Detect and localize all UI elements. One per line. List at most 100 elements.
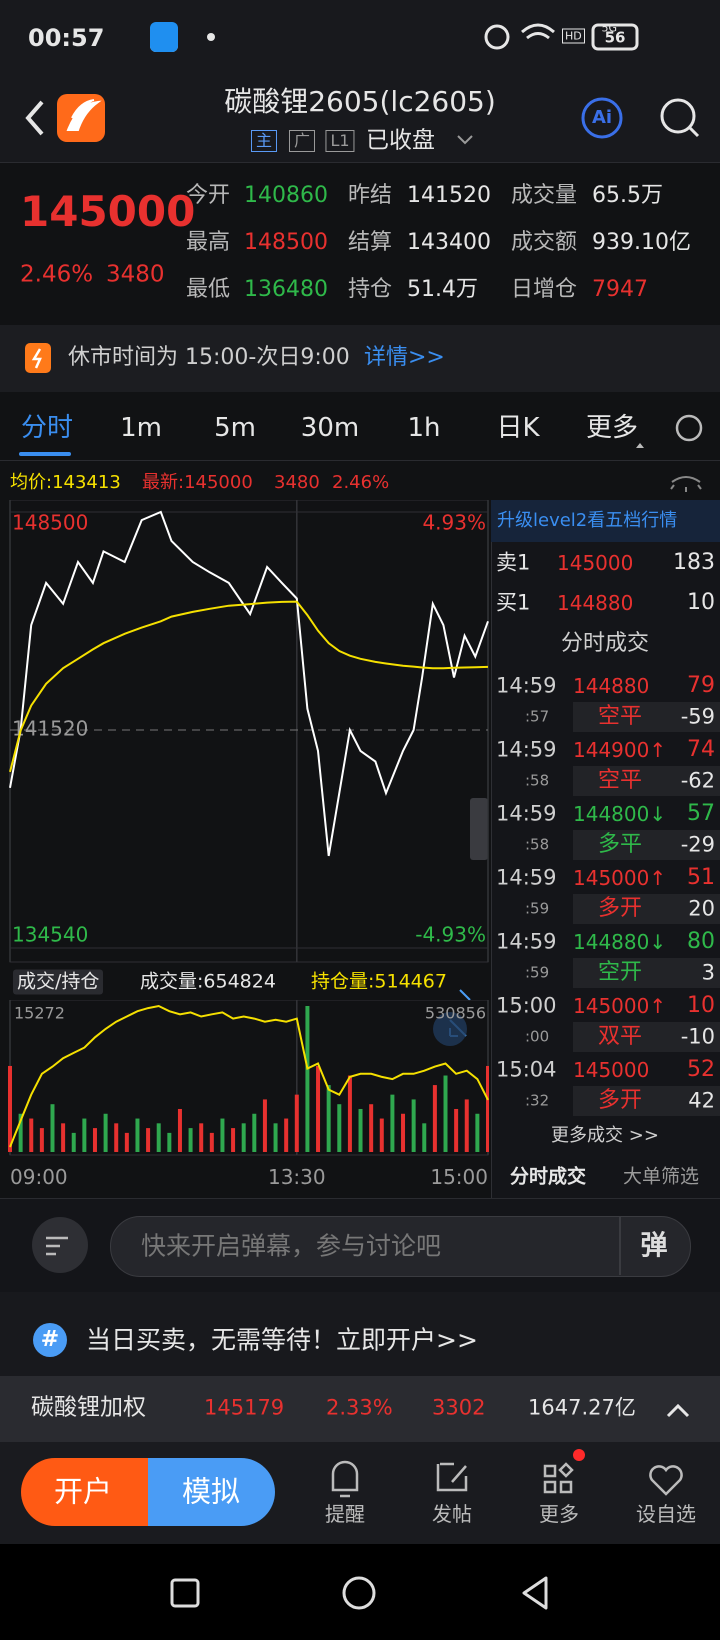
volume-bar: [358, 1108, 363, 1152]
watchlist-icon[interactable]: [649, 1465, 683, 1496]
more-icon[interactable]: [543, 1462, 574, 1494]
remind-icon[interactable]: [331, 1460, 359, 1498]
side-tab[interactable]: 大单筛选: [622, 1165, 700, 1188]
field-value: 65.5万: [592, 183, 663, 208]
expand-chart-button[interactable]: [433, 1012, 467, 1046]
field-label: 日增仓: [511, 277, 578, 302]
battery-icon: [591, 23, 639, 51]
trade-volume: 57: [687, 801, 715, 826]
trade-volume: 74: [687, 737, 715, 762]
y-tick-label: 15272: [14, 1004, 65, 1023]
comment-input[interactable]: [110, 1216, 691, 1277]
field-label: 昨结: [348, 183, 393, 208]
trade-time: 14:59: [496, 865, 557, 890]
open-account-button[interactable]: [21, 1458, 148, 1526]
tag: 主: [250, 130, 278, 152]
volume-bar: [114, 1123, 119, 1152]
period-tab[interactable]: 1m: [120, 413, 162, 443]
volume-bar: [454, 1108, 459, 1152]
trade-volume: 79: [687, 673, 715, 698]
trade-oi-change: -59: [680, 704, 715, 729]
trades-title: 分时成交: [560, 631, 650, 656]
nav-item[interactable]: 设自选: [636, 1502, 696, 1526]
trade-oi-change: -10: [680, 1024, 715, 1049]
change-pct: 2.46%: [20, 261, 94, 288]
ai-label[interactable]: Ai: [591, 107, 613, 128]
trade-kind: 双平: [597, 1024, 643, 1049]
volume-bar: [347, 1075, 352, 1152]
status-time: 00:57: [28, 24, 105, 52]
eye-icon[interactable]: [670, 476, 702, 492]
y2-tick-label: 4.93%: [422, 511, 486, 535]
level2-banner-bg: [491, 500, 720, 542]
volume-bar: [29, 1118, 34, 1152]
more-trades[interactable]: 更多成交 >>: [551, 1125, 659, 1146]
volume-bar: [337, 1104, 342, 1152]
trade-kind-bg: [573, 766, 720, 796]
header-bg: [0, 0, 720, 162]
volume-bar: [284, 1118, 289, 1152]
volume-bar: [294, 1094, 299, 1152]
field-value: 136480: [244, 277, 328, 302]
trade-kind: 空开: [597, 960, 643, 985]
book-price: 145000: [557, 551, 634, 575]
home-button[interactable]: [342, 1576, 376, 1610]
volume-bar: [71, 1132, 76, 1152]
notice-text: 休市时间为 15:00-次日9:00: [68, 345, 350, 370]
ai-button[interactable]: [581, 97, 623, 139]
price-line: [9, 510, 489, 857]
index-amount: 1647.27亿: [528, 1395, 636, 1420]
promo-bg: [0, 1292, 720, 1376]
volume-bar: [443, 1075, 448, 1152]
trade-kind-bg: [573, 1022, 720, 1052]
book-volume: 183: [673, 550, 715, 575]
expand-button[interactable]: [666, 1403, 690, 1418]
trade-time: 14:59: [496, 929, 557, 954]
volume-bar: [475, 1113, 480, 1152]
volume-total: 成交量:654824: [140, 970, 276, 993]
volume-bar: [39, 1128, 44, 1152]
volume-bar: [432, 1085, 437, 1152]
demo-label[interactable]: 模拟: [181, 1474, 241, 1509]
period-tab[interactable]: 30m: [300, 413, 360, 443]
trade-volume: 80: [687, 929, 715, 954]
trade-price: 145000↑: [573, 994, 667, 1018]
period-tab[interactable]: 分时: [20, 413, 74, 443]
nav-item[interactable]: 发帖: [432, 1502, 472, 1526]
danmaku-button[interactable]: 弹: [640, 1230, 668, 1262]
side-tab[interactable]: 分时成交: [509, 1165, 587, 1188]
volume-bar: [273, 1123, 278, 1152]
volume-bar: [167, 1132, 172, 1152]
volume-chart: 15272 530856: [8, 1000, 489, 1156]
alarm-icon: [484, 24, 510, 50]
trade-kind: 多平: [597, 832, 643, 857]
period-tab[interactable]: 更多: [585, 413, 639, 443]
x-tick-label: 13:30: [267, 1165, 326, 1189]
demo-button[interactable]: [148, 1458, 275, 1526]
period-tab[interactable]: 日K: [496, 413, 540, 443]
recent-apps-button[interactable]: [170, 1578, 200, 1608]
notice-link[interactable]: 详情>>: [364, 345, 445, 370]
volume-bar: [156, 1123, 161, 1152]
level2-banner[interactable]: 升级level2看五档行情: [497, 510, 678, 531]
volume-bar: [252, 1113, 257, 1152]
promo-text[interactable]: 当日买卖，无需等待！立即开户>>: [86, 1325, 478, 1355]
change: 3480: [106, 261, 165, 288]
open-account-label[interactable]: 开户: [53, 1474, 113, 1509]
post-icon[interactable]: [436, 1462, 468, 1492]
nav-item[interactable]: 更多: [539, 1502, 579, 1526]
volume-selector[interactable]: 成交/持仓: [13, 969, 104, 995]
period-tab[interactable]: 1h: [407, 413, 441, 443]
system-back-button[interactable]: [522, 1576, 548, 1610]
side-collapse-handle[interactable]: [470, 798, 488, 860]
settings-button[interactable]: [675, 414, 703, 442]
book-side: 卖1: [496, 550, 531, 575]
volume-bar: [82, 1118, 87, 1152]
back-button[interactable]: [25, 100, 44, 136]
nav-item[interactable]: 提醒: [325, 1502, 365, 1526]
trade-second: :32: [525, 1091, 550, 1110]
period-tab[interactable]: 5m: [214, 413, 256, 443]
search-button[interactable]: [660, 98, 696, 134]
y-tick-label: 141520: [12, 717, 88, 741]
avg-price: 均价:143413: [10, 472, 121, 493]
